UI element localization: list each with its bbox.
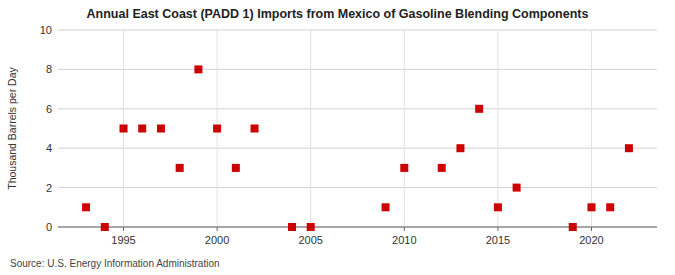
point: [587, 203, 595, 211]
y-grid-line: [58, 108, 657, 109]
x-tick-label: 2020: [579, 234, 603, 246]
point: [456, 144, 464, 152]
point: [120, 125, 128, 133]
point: [138, 125, 146, 133]
x-axis-line: [58, 227, 657, 228]
y-grid-line: [58, 69, 657, 70]
point: [569, 223, 577, 231]
x-tick: [123, 227, 124, 231]
x-tick: [217, 227, 218, 231]
chart-container: 0 2 4 6 8 10 1995 2000 2005 2010 2015 2020 Annual Ea…: [0, 0, 675, 275]
y-grid-line: [58, 148, 657, 149]
point: [513, 184, 521, 192]
point: [606, 203, 614, 211]
x-tick-label: 2015: [486, 234, 510, 246]
point: [438, 164, 446, 172]
y-tick-label: 2: [46, 182, 52, 194]
y-grid-line: [58, 187, 657, 188]
point: [213, 125, 221, 133]
point: [382, 203, 390, 211]
y-tick-label: 0: [46, 221, 52, 233]
y-axis-label: Thousand Barrels per Day: [6, 66, 18, 189]
x-tick: [497, 227, 498, 231]
grid: [58, 30, 657, 227]
x-tick: [591, 227, 592, 231]
x-tick-label: 2005: [298, 234, 322, 246]
point: [288, 223, 296, 231]
point: [157, 125, 165, 133]
point: [101, 223, 109, 231]
point: [251, 125, 259, 133]
point: [625, 144, 633, 152]
x-tick: [404, 227, 405, 231]
y-grid-line: [58, 30, 657, 31]
y-tick-label: 10: [40, 24, 52, 36]
background: [0, 0, 675, 275]
x-tick-label: 1995: [111, 234, 135, 246]
x-tick-label: 2000: [205, 234, 229, 246]
x-grid-line: [497, 30, 498, 227]
point: [82, 203, 90, 211]
y-tick-label: 4: [46, 142, 52, 154]
point: [232, 164, 240, 172]
point: [494, 203, 502, 211]
source: Source: U.S. Energy Information Administ…: [10, 258, 220, 269]
point: [307, 223, 315, 231]
y-grid-line: [58, 227, 657, 228]
title: Annual East Coast (PADD 1) Imports from …: [87, 7, 589, 21]
point: [400, 164, 408, 172]
x-grid-line: [310, 30, 311, 227]
x-grid-line: [591, 30, 592, 227]
chart: 0 2 4 6 8 10 1995 2000 2005 2010 2015 2020 Annual Ea…: [0, 0, 675, 275]
x-tick-label: 2010: [392, 234, 416, 246]
point: [194, 65, 202, 73]
point: [176, 164, 184, 172]
y-tick-label: 8: [46, 63, 52, 75]
x-grid-line: [404, 30, 405, 227]
point: [475, 105, 483, 113]
points: [82, 65, 633, 231]
y-tick-label: 6: [46, 103, 52, 115]
